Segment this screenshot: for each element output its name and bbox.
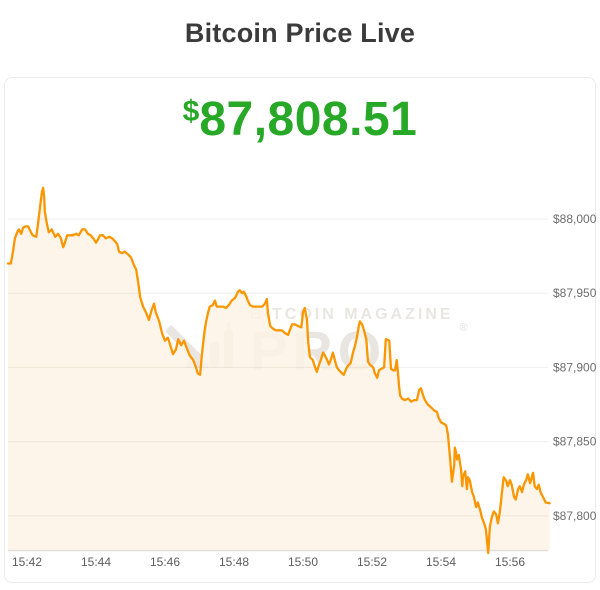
y-axis-tick-label: $87,850 xyxy=(553,435,597,449)
x-axis-tick-label: 15:42 xyxy=(12,555,42,569)
y-axis-tick-label: $87,900 xyxy=(553,360,597,374)
x-axis-tick-label: 15:50 xyxy=(288,555,318,569)
price-value: 87,808.51 xyxy=(199,93,418,146)
live-price: $87,808.51 xyxy=(0,96,600,144)
x-axis-tick-label: 15:54 xyxy=(426,555,456,569)
x-axis-tick-label: 15:56 xyxy=(495,555,525,569)
y-axis-tick-label: $88,000 xyxy=(553,212,597,226)
x-axis-tick-label: 15:46 xyxy=(150,555,180,569)
currency-symbol: $ xyxy=(182,95,200,128)
price-line xyxy=(6,186,551,555)
x-axis-tick-label: 15:44 xyxy=(81,555,111,569)
y-axis-tick-label: $87,800 xyxy=(553,509,597,523)
y-axis-tick-label: $87,950 xyxy=(553,286,597,300)
x-axis-tick-label: 15:48 xyxy=(219,555,249,569)
x-axis-tick-label: 15:52 xyxy=(357,555,387,569)
price-area-fill xyxy=(8,187,550,554)
page-title: Bitcoin Price Live xyxy=(184,18,416,48)
